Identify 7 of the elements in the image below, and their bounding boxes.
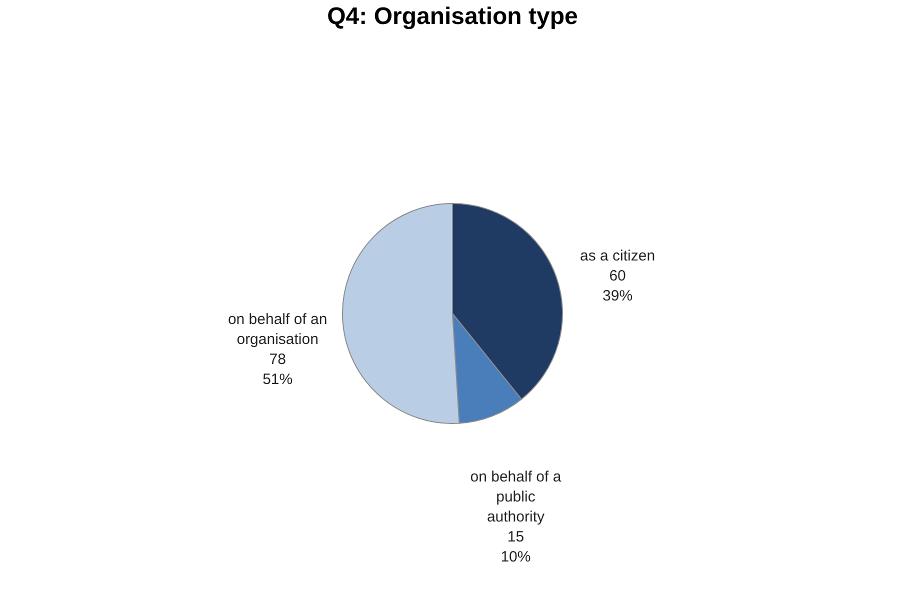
chart-title: Q4: Organisation type: [327, 3, 578, 30]
data-label: 78 51%: [262, 350, 293, 388]
data-label: 15 10%: [500, 528, 531, 566]
slice-label: on behalf of an organisation: [228, 310, 328, 348]
data-label: 60 39%: [602, 267, 633, 304]
slice-label: as a citizen: [580, 247, 656, 264]
slice-label: on behalf of a public authority: [470, 468, 562, 526]
